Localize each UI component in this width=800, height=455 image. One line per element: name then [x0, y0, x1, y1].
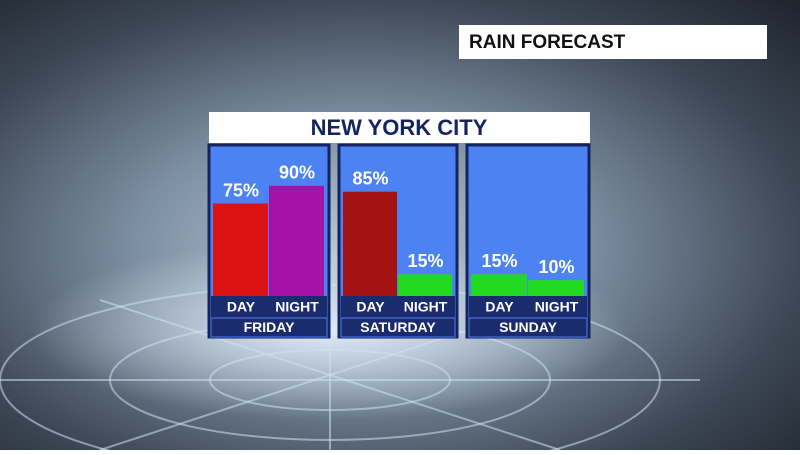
value-label: 75%: [223, 180, 259, 200]
bar: [398, 274, 452, 296]
category-label: NIGHT: [535, 299, 579, 315]
category-label: DAY: [356, 299, 385, 315]
category-label: DAY: [227, 299, 256, 315]
bar: [269, 185, 324, 296]
banner: RAIN FORECAST: [469, 32, 626, 53]
category-row: [211, 296, 327, 318]
category-label: NIGHT: [404, 299, 448, 315]
name-row: [210, 317, 328, 338]
name-row: [340, 317, 456, 338]
value-label: 90%: [279, 163, 315, 183]
chart-title: NEW YORK CITY: [311, 115, 488, 140]
category-label: DAY: [485, 299, 514, 315]
panel-name: FRIDAY: [244, 319, 295, 335]
panels: FRIDAY 75% DAY 90% NIGHT SATURDAY 85% DAY 15% NIG…: [207, 143, 591, 339]
panel-name: SATURDAY: [360, 319, 436, 335]
category-label: NIGHT: [275, 299, 319, 315]
bar: [471, 274, 527, 296]
bar: [343, 191, 397, 296]
name-row: [468, 317, 588, 338]
value-label: 15%: [407, 251, 443, 271]
category-row: [469, 296, 587, 318]
category-row: [341, 296, 455, 318]
title-box: [209, 112, 590, 143]
value-label: 85%: [352, 168, 388, 188]
value-label: 15%: [481, 251, 517, 271]
banner-box: [459, 25, 767, 59]
bar: [213, 203, 268, 296]
panel-name: SUNDAY: [499, 319, 557, 335]
bar: [528, 280, 584, 296]
value-label: 10%: [538, 257, 574, 277]
